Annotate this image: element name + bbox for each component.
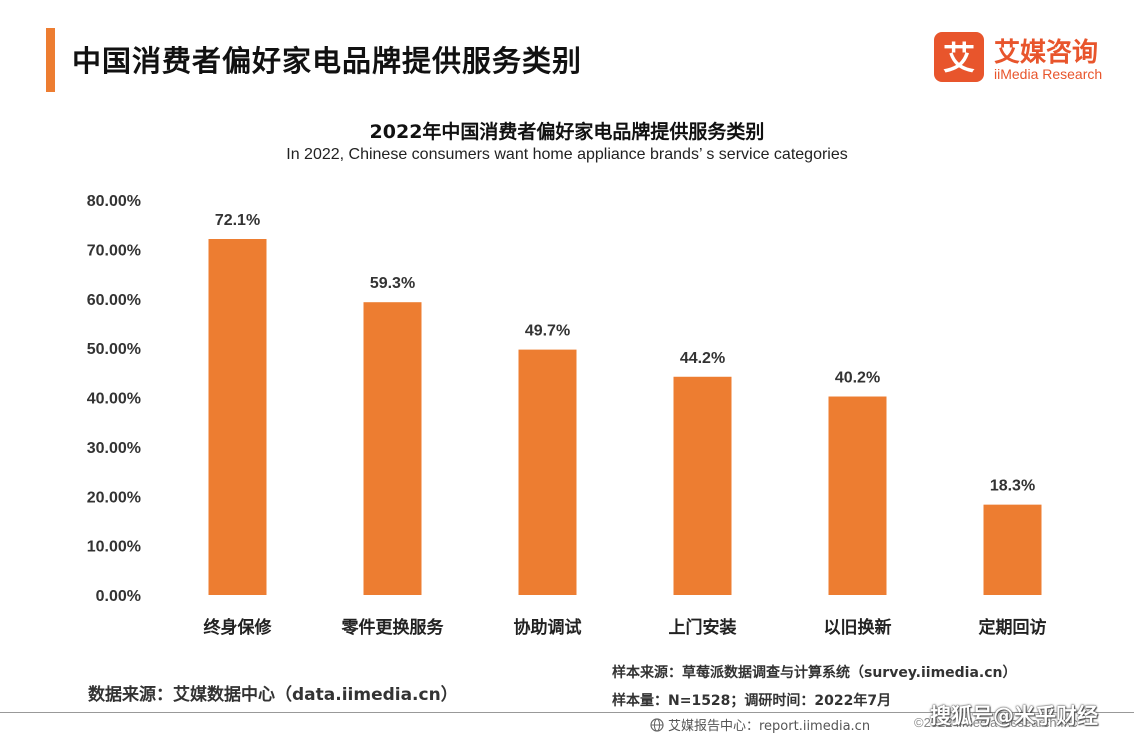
data-label: 44.2% [680, 350, 725, 367]
globe-icon [650, 718, 664, 732]
bar [828, 396, 887, 595]
sample-size: 样本量：N=1528；调研时间：2022年7月 [612, 693, 892, 709]
bar [518, 349, 577, 595]
logo-name-cn: 艾媒咨询 [994, 38, 1099, 68]
data-source: 数据来源：艾媒数据中心（data.iimedia.cn） [88, 685, 458, 705]
iimedia-logo: 艾 艾媒咨询 iiMedia Research [934, 32, 1124, 88]
logo-name-en: iiMedia Research [994, 66, 1103, 82]
x-category-label: 协助调试 [514, 617, 582, 638]
x-category-label: 上门安装 [669, 617, 737, 638]
bar [673, 376, 732, 595]
sample-source: 样本来源：草莓派数据调查与计算系统（survey.iimedia.cn） [612, 665, 1017, 681]
logo-mark-icon: 艾 [934, 32, 984, 82]
x-category-label: 定期回访 [979, 617, 1047, 638]
footer-divider [0, 712, 1134, 713]
y-tick-label: 10.00% [87, 539, 141, 556]
y-tick-label: 20.00% [87, 489, 141, 506]
data-label: 18.3% [990, 478, 1035, 495]
y-tick-label: 60.00% [87, 292, 141, 309]
x-category-label: 零件更换服务 [341, 617, 445, 638]
chart-subtitle: In 2022, Chinese consumers want home app… [286, 146, 848, 163]
title-accent-bar [46, 28, 55, 92]
y-tick-label: 0.00% [96, 588, 141, 605]
x-category-label: 以旧换新 [824, 617, 892, 638]
bar [363, 302, 422, 595]
data-label: 40.2% [835, 370, 880, 387]
copyright: ©2022 iiMedia Research Inc [914, 715, 1078, 730]
data-label: 59.3% [370, 275, 415, 292]
report-center[interactable]: 艾媒报告中心：report.iimedia.cn [650, 715, 870, 734]
x-category-label: 终身保修 [204, 617, 273, 638]
page-title: 中国消费者偏好家电品牌提供服务类别 [72, 44, 583, 78]
y-tick-label: 50.00% [87, 341, 141, 358]
bar [983, 504, 1042, 595]
y-tick-label: 80.00% [87, 193, 141, 210]
watermark: 搜狐号@米乎财经 [930, 704, 1098, 728]
data-label: 72.1% [215, 212, 260, 229]
bar [208, 239, 267, 595]
y-tick-label: 30.00% [87, 440, 141, 457]
chart-title: 2022年中国消费者偏好家电品牌提供服务类别 [369, 121, 765, 143]
y-tick-label: 70.00% [87, 242, 141, 259]
report-center-text: 艾媒报告中心：report.iimedia.cn [668, 719, 871, 734]
logo-glyph: 艾 [943, 39, 975, 77]
y-tick-label: 40.00% [87, 391, 141, 408]
data-label: 49.7% [525, 323, 570, 340]
